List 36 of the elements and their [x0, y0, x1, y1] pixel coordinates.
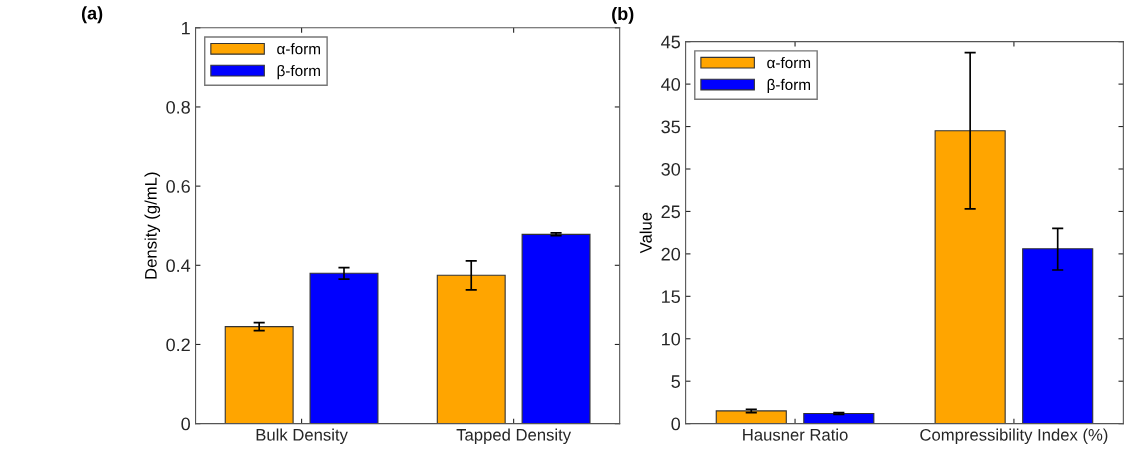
bar	[309, 272, 379, 424]
x-tick-label: Compressibility Index (%)	[920, 428, 1108, 445]
y-tick-label: 30	[661, 162, 681, 176]
chart-title: (a)	[81, 6, 103, 24]
y-tick-label: 20	[661, 247, 681, 261]
y-tick-label: 1	[182, 21, 190, 35]
y-tick-label: 45	[661, 35, 680, 49]
y-tick-label: 25	[661, 205, 680, 219]
x-tick-label: Bulk Density	[256, 428, 348, 445]
y-tick-label: 15	[662, 290, 680, 304]
bar	[224, 326, 294, 424]
legend-label: α-form	[277, 43, 320, 55]
legend-label: α-form	[767, 56, 811, 69]
y-tick-label: 35	[661, 120, 680, 134]
y-tick-label: 10	[662, 332, 681, 346]
x-tick-label: Tapped Density	[456, 428, 572, 445]
bar	[934, 130, 1006, 424]
y-tick-label: 0	[671, 417, 681, 431]
y-tick-label: 0	[181, 417, 190, 431]
y-tick-label: 5	[671, 375, 680, 388]
y-axis-title: Density (g/mL)	[144, 172, 161, 279]
y-axis-title: Value	[639, 212, 652, 254]
chart-title: (b)	[612, 6, 634, 24]
bar	[715, 410, 787, 424]
bar	[1022, 248, 1094, 424]
y-tick-label: 0.6	[166, 180, 190, 193]
bar	[521, 233, 591, 424]
y-tick-label: 0.2	[166, 338, 190, 352]
y-tick-label: 40	[661, 78, 681, 91]
y-tick-label: 0.8	[166, 100, 190, 114]
x-tick-label: Hausner Ratio	[743, 428, 848, 441]
y-tick-label: 0.4	[166, 259, 191, 273]
legend-label: β-form	[767, 78, 811, 94]
legend-label: β-form	[277, 64, 320, 80]
bar	[803, 412, 875, 424]
bar	[436, 274, 506, 424]
